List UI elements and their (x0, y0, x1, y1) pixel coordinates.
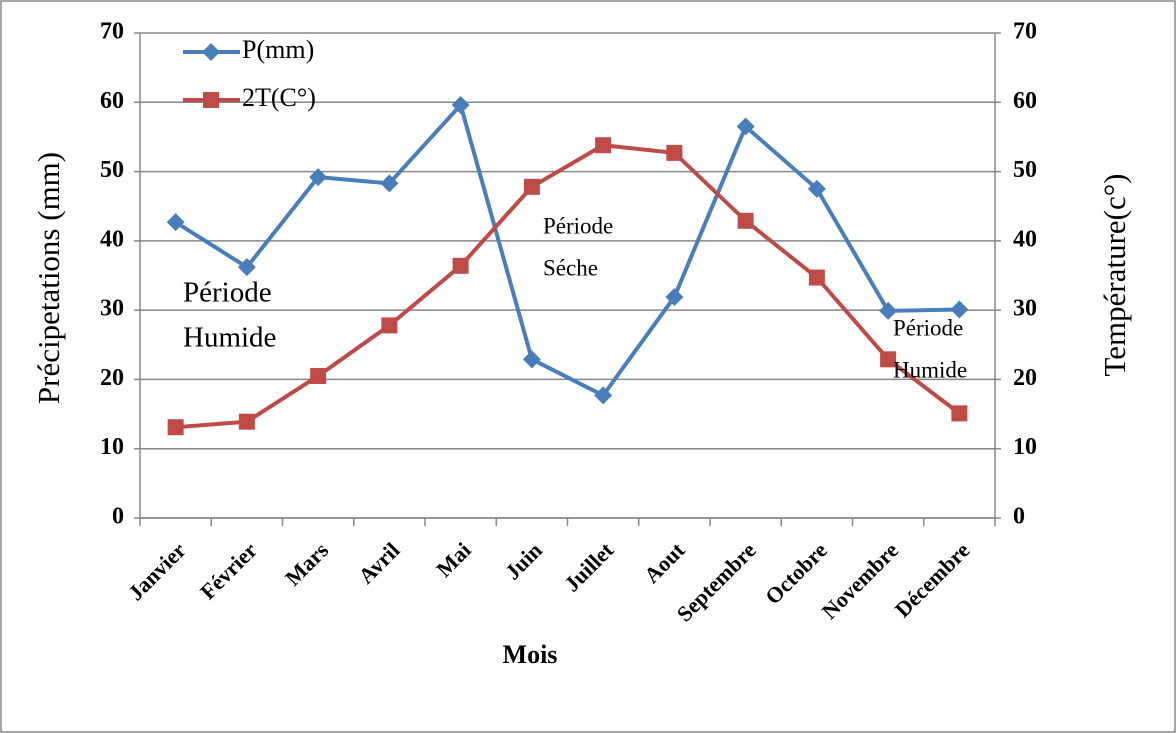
point (237, 258, 256, 277)
y2-tick-label: 70 (1013, 19, 1037, 45)
point (594, 386, 613, 405)
point (737, 212, 754, 229)
y2-tick-label: 60 (1013, 88, 1037, 114)
y2-tick-label: 0 (1013, 504, 1025, 530)
point (523, 178, 540, 195)
point (666, 144, 683, 161)
annotation: Humide (893, 357, 967, 382)
point (166, 213, 185, 232)
legend-label: P(mm) (242, 35, 314, 64)
point (167, 419, 184, 436)
point (879, 301, 898, 320)
y-tick-label: 70 (100, 19, 124, 45)
point (310, 367, 327, 384)
point (452, 257, 469, 274)
point (808, 269, 825, 286)
y-tick-label: 50 (100, 157, 124, 183)
point (880, 351, 897, 368)
point (665, 287, 684, 306)
point (522, 350, 541, 369)
point (380, 174, 399, 193)
y-tick-label: 20 (100, 365, 124, 391)
series-line (174, 101, 960, 398)
y2-tick-label: 50 (1013, 157, 1037, 183)
y2-axis-title: Température(c°) (1097, 174, 1132, 377)
legend-marker (202, 43, 220, 61)
y-tick-label: 30 (100, 296, 124, 322)
annotation: Période (183, 277, 272, 309)
x-axis-title: Mois (503, 640, 558, 669)
y-tick-label: 60 (100, 88, 124, 114)
y-tick-label: 0 (112, 504, 124, 530)
annotation: Humide (183, 322, 276, 354)
point (238, 413, 255, 430)
point (595, 137, 612, 154)
point (951, 405, 968, 422)
point (381, 317, 398, 334)
y2-tick-label: 30 (1013, 296, 1037, 322)
y-tick-label: 10 (100, 434, 124, 460)
point (807, 179, 826, 198)
annotation: Période (543, 213, 613, 238)
point (736, 117, 755, 136)
series-line (175, 143, 961, 430)
y-axis-title: Précipetations (mm) (31, 152, 66, 404)
y2-tick-label: 10 (1013, 434, 1037, 460)
annotation: Séche (543, 255, 598, 280)
point (309, 168, 328, 187)
point (950, 300, 969, 319)
legend-label: 2T(C°) (242, 83, 316, 112)
annotation: Période (893, 315, 963, 340)
legend-marker (203, 92, 219, 108)
y-tick-label: 40 (100, 226, 124, 252)
y2-tick-label: 20 (1013, 365, 1037, 391)
y2-tick-label: 40 (1013, 226, 1037, 252)
point (451, 96, 470, 115)
